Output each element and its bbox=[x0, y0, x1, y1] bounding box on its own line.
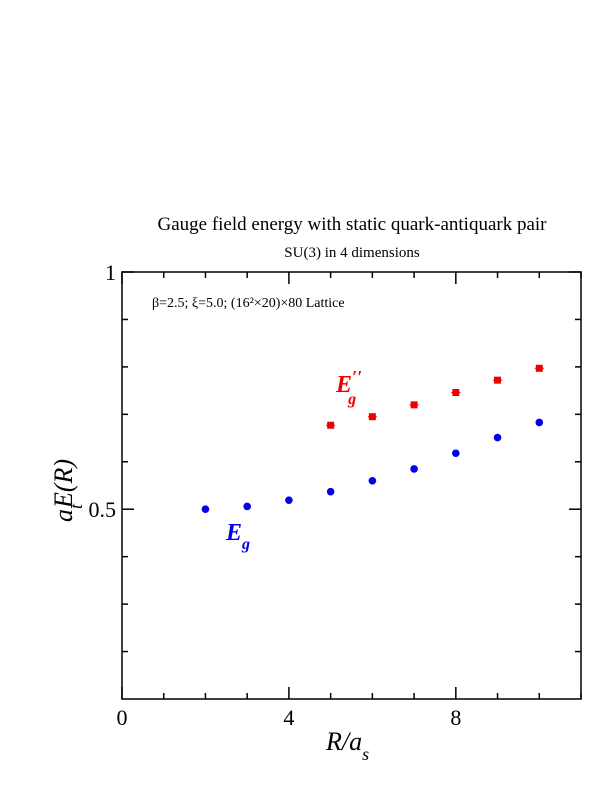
axis-tick-labels: 0 4 8 0.5 1 bbox=[89, 260, 462, 730]
x-tick-label: 4 bbox=[283, 705, 294, 730]
series-eg bbox=[201, 418, 544, 514]
axis-ticks bbox=[121, 271, 582, 699]
data-point-circle bbox=[201, 505, 210, 514]
x-axis-label: R/as bbox=[325, 727, 369, 764]
data-points bbox=[201, 364, 544, 514]
y-tick-label: 0.5 bbox=[89, 497, 117, 522]
series-label-eg: Eg bbox=[225, 520, 250, 553]
data-point-circle bbox=[285, 496, 293, 505]
data-point-circle bbox=[493, 433, 502, 442]
data-point-circle bbox=[410, 465, 418, 473]
series-eg-double-prime bbox=[326, 364, 544, 429]
data-point-circle bbox=[452, 449, 460, 458]
series-label-eg-double-prime: E′′ g bbox=[335, 367, 362, 408]
chart-title: Gauge field energy with static quark-ant… bbox=[157, 214, 547, 235]
data-point-circle bbox=[243, 502, 251, 511]
x-tick-label: 8 bbox=[450, 705, 461, 730]
data-point-circle bbox=[368, 476, 377, 485]
chart-annotation: β=2.5; ξ=5.0; (16²×20)×80 Lattice bbox=[152, 296, 345, 311]
data-point-circle bbox=[535, 418, 544, 427]
y-tick-label: 1 bbox=[105, 260, 116, 285]
y-axis-label: atE(R) bbox=[49, 459, 86, 522]
data-point-circle bbox=[326, 487, 335, 496]
x-tick-label: 0 bbox=[117, 705, 128, 730]
chart-subtitle: SU(3) in 4 dimensions bbox=[284, 245, 420, 261]
plot-frame bbox=[121, 271, 582, 700]
